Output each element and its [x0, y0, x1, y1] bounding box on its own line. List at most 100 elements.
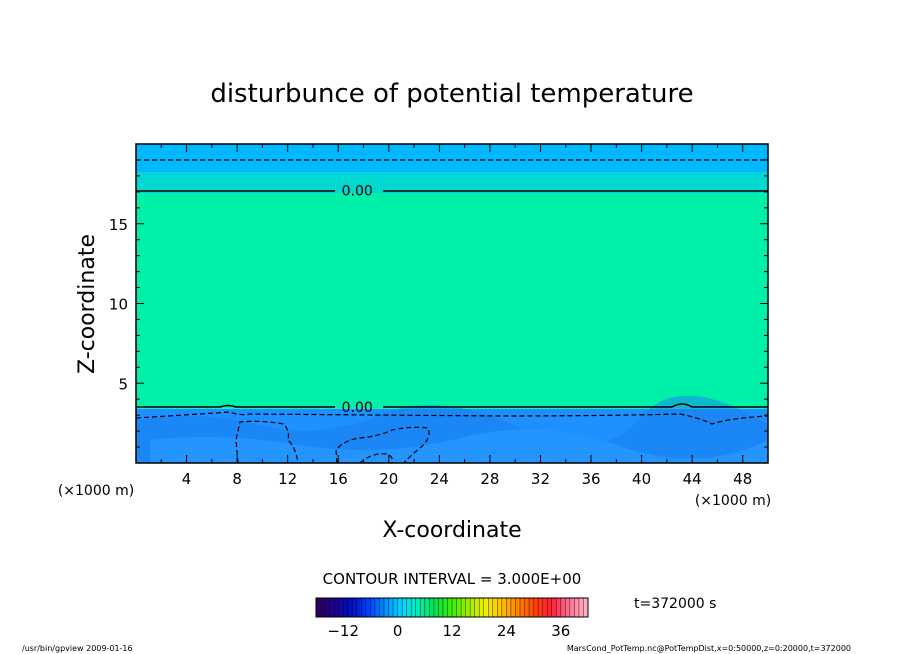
y-tick-label: 10	[109, 296, 128, 314]
colorbar-cell	[461, 598, 466, 617]
x-tick-label: 44	[683, 470, 702, 488]
x-axis-label: X-coordinate	[382, 518, 521, 543]
x-tick-label: 36	[581, 470, 600, 488]
colorbar-cell	[415, 598, 421, 617]
colorbar-cell	[551, 598, 557, 617]
colorbar-cell	[320, 598, 326, 617]
colorbar-cell	[329, 598, 335, 617]
colorbar-cell	[547, 598, 553, 617]
colorbar-cell	[438, 598, 444, 617]
plot-area: 0.00 0.00	[136, 144, 768, 463]
colorbar-cell	[347, 598, 353, 617]
colorbar-cell	[406, 598, 412, 617]
contour-cell-mid-inner	[359, 453, 394, 463]
contour-label-0: 0.00	[342, 183, 373, 199]
colorbar-cell	[316, 598, 321, 617]
colorbar-cell	[474, 598, 480, 617]
colorbar-cell	[424, 598, 430, 617]
colorbar-cell	[388, 598, 394, 617]
colorbar-cell	[433, 598, 439, 617]
colorbar-cell	[483, 598, 489, 617]
y-axis-label: Z-coordinate	[75, 234, 100, 374]
colorbar-cell	[334, 598, 340, 617]
colorbar-ticks: −12 0 12 24 36	[327, 622, 570, 640]
time-label: t=372000 s	[634, 596, 716, 612]
colorbar-cell	[501, 598, 507, 617]
x-tick-label: 8	[232, 470, 242, 488]
contour-zero-lower	[136, 403, 768, 408]
colorbar-cell	[492, 598, 498, 617]
colorbar-cell	[370, 598, 376, 617]
colorbar-cell	[420, 598, 426, 617]
field-band-3	[136, 144, 768, 173]
zero-contours	[136, 190, 768, 408]
colorbar-cell	[583, 598, 589, 617]
colorbar-cell	[338, 598, 344, 617]
colorbar-cell	[520, 598, 525, 617]
colorbar-frame	[315, 597, 589, 618]
x-tick-label: 40	[632, 470, 651, 488]
contour-cell-left	[235, 420, 299, 463]
lower-band-texture	[136, 395, 768, 463]
colorbar-cell	[397, 598, 403, 617]
colorbar-cell	[538, 598, 544, 617]
y-tick-label: 15	[109, 216, 128, 234]
colorbar-cell	[524, 598, 530, 617]
x-axis-unit-right: (×1000 m)	[695, 493, 771, 509]
footer-left: /usr/bin/gpview 2009-01-16	[22, 644, 133, 653]
colorbar-cell	[529, 598, 534, 617]
colorbar-tick-label: 36	[551, 622, 570, 640]
x-axis: 4 8 12 16 20 24 28 32 36 40 44 48	[160, 144, 752, 488]
y-axis: 5 10 15	[109, 159, 768, 448]
contour-interval: CONTOUR INTERVAL = 3.000E+00	[323, 570, 582, 588]
colorbar-cell	[560, 598, 566, 617]
colorbar-cell	[429, 598, 435, 617]
chart-title: disturbunce of potential temperature	[210, 79, 693, 109]
colorbar-tick-label: −12	[327, 622, 359, 640]
negative-contours	[136, 159, 768, 463]
x-tick-label: 12	[278, 470, 297, 488]
colorbar-cell	[533, 598, 539, 617]
colorbar-tick-label: 24	[497, 622, 516, 640]
colorbar-cell	[479, 598, 485, 617]
colorbar	[315, 598, 589, 617]
x-tick-label: 4	[182, 470, 192, 488]
x-tick-label: 28	[480, 470, 499, 488]
colorbar-cell	[384, 598, 389, 617]
x-tick-label: 32	[531, 470, 550, 488]
y-tick-label: 5	[118, 375, 128, 393]
colorbar-tick-label: 0	[393, 622, 403, 640]
colorbar-cell	[393, 598, 398, 617]
colorbar-cell	[506, 598, 512, 617]
colorbar-cell	[365, 598, 371, 617]
colorbar-cell	[578, 598, 584, 617]
colorbar-cell	[374, 598, 380, 617]
colorbar-tick-label: 12	[442, 622, 461, 640]
colorbar-cell	[565, 598, 571, 617]
colorbar-cell	[456, 598, 462, 617]
colorbar-cell	[343, 598, 349, 617]
colorbar-cell	[352, 598, 358, 617]
colorbar-cell	[442, 598, 448, 617]
colorbar-cell	[356, 598, 362, 617]
colorbar-cell	[510, 598, 516, 617]
x-tick-label: 16	[329, 470, 348, 488]
x-tick-label: 20	[379, 470, 398, 488]
colorbar-cell	[515, 598, 521, 617]
x-axis-unit-left: (×1000 m)	[58, 483, 134, 499]
field-band-2	[136, 172, 768, 194]
colorbar-cell	[325, 598, 330, 617]
colorbar-cell	[488, 598, 494, 617]
colorbar-cell	[497, 598, 503, 617]
colorbar-cell	[447, 598, 453, 617]
contour-cell-mid	[335, 426, 430, 463]
colorbar-cell	[569, 598, 575, 617]
colorbar-cell	[574, 598, 580, 617]
colorbar-cell	[470, 598, 476, 617]
colorbar-cell	[379, 598, 385, 617]
colorbar-cell	[361, 598, 367, 617]
x-tick-label: 24	[430, 470, 449, 488]
colorbar-cell	[556, 598, 562, 617]
colorbar-cell	[542, 598, 548, 617]
